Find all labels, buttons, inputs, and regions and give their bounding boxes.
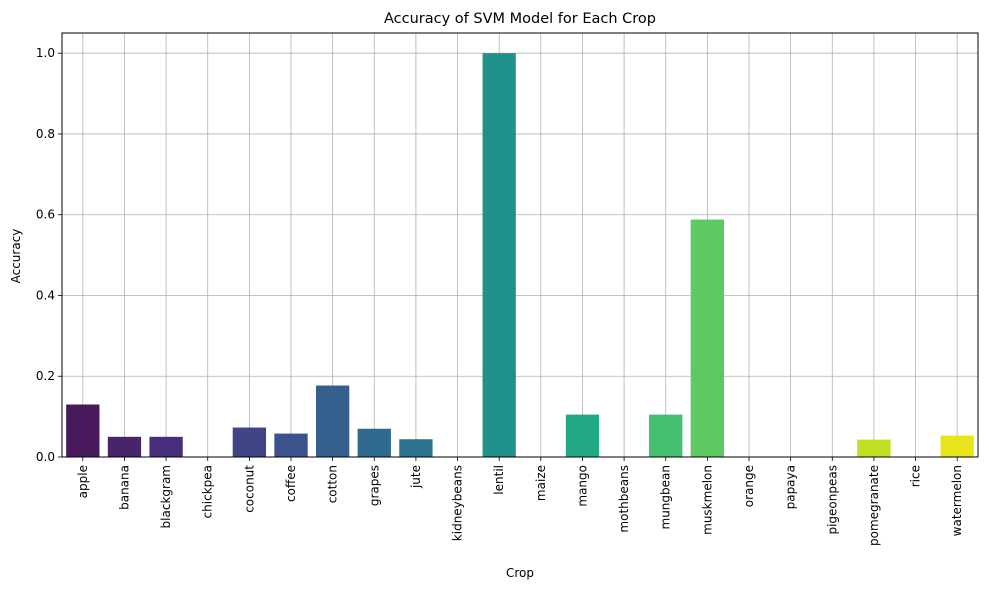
y-tick-label: 0.4 — [36, 288, 55, 302]
x-tick-label: pomegranate — [867, 465, 881, 546]
plot-frame — [61, 32, 979, 458]
bar-coffee — [274, 433, 308, 457]
bar-watermelon — [940, 435, 974, 457]
bar-muskmelon — [690, 219, 725, 457]
bar-banana — [107, 436, 142, 457]
y-tick-label: 0.8 — [36, 127, 55, 141]
x-tick-label: jute — [409, 465, 423, 489]
bar-mungbean — [649, 414, 683, 457]
x-tick-label: pigeonpeas — [825, 465, 839, 535]
x-tick-label: chickpea — [201, 465, 215, 518]
bar-mango — [565, 414, 600, 457]
bar-lentil — [482, 53, 516, 457]
x-tick-label: grapes — [367, 465, 381, 506]
x-tick-label: maize — [534, 465, 548, 501]
y-axis-ticks: 0.0 0.2 0.4 0.6 0.8 1.0 — [36, 46, 62, 464]
bars — [66, 53, 974, 457]
x-tick-label: kidneybeans — [451, 465, 465, 541]
y-tick-label: 0.0 — [36, 450, 55, 464]
bar-cotton — [315, 385, 350, 457]
x-tick-label: banana — [117, 465, 131, 510]
x-tick-label: papaya — [784, 465, 798, 509]
x-tick-label: orange — [742, 465, 756, 507]
grid-lines — [62, 33, 978, 458]
x-tick-label: mothbeans — [617, 465, 631, 533]
x-tick-label: mango — [575, 465, 589, 507]
x-axis-label: Crop — [506, 566, 534, 580]
bar-pomegranate — [857, 439, 891, 457]
bar-blackgram — [149, 436, 183, 457]
bar-apple — [66, 404, 100, 457]
x-tick-label: blackgram — [159, 465, 173, 528]
x-tick-label: muskmelon — [700, 465, 714, 535]
y-tick-label: 0.2 — [36, 369, 55, 383]
bar-grapes — [357, 428, 391, 457]
y-tick-label: 0.6 — [36, 208, 55, 222]
y-tick-label: 1.0 — [36, 46, 55, 60]
x-tick-label: cotton — [326, 465, 340, 503]
bar-coconut — [232, 427, 267, 457]
x-tick-label: watermelon — [950, 465, 964, 536]
x-tick-label: mungbean — [659, 465, 673, 529]
x-tick-label: coffee — [284, 465, 298, 502]
y-axis-label: Accuracy — [9, 229, 23, 284]
x-tick-label: rice — [909, 465, 923, 487]
x-axis-ticks: apple banana blackgram chickpea coconut coffe… — [76, 457, 964, 546]
chart-title: Accuracy of SVM Model for Each Crop — [384, 11, 656, 27]
x-tick-label: lentil — [492, 465, 506, 495]
bar-jute — [399, 439, 433, 457]
x-tick-label: apple — [76, 465, 90, 498]
x-tick-label: coconut — [242, 465, 256, 513]
